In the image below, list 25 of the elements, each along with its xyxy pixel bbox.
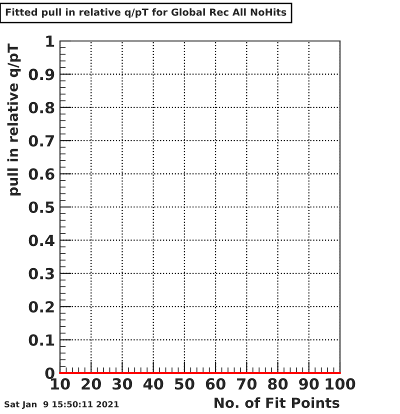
y-tick-label: 1 bbox=[46, 36, 54, 47]
x-tick-label: 100 bbox=[326, 378, 356, 390]
x-axis-title: No. of Fit Points bbox=[214, 397, 340, 408]
text: Sat Jan 9 15:50:11 2021 bbox=[4, 401, 119, 409]
x-tick-label: 50 bbox=[174, 378, 194, 390]
x-tick-label: 10 bbox=[51, 378, 70, 390]
y-axis-title: pull in relative q/pT bbox=[7, 43, 21, 196]
x-tick-label: 30 bbox=[112, 378, 132, 390]
y-tick-label: 0.3 bbox=[28, 268, 54, 280]
y-tick-label: 0 bbox=[45, 367, 54, 380]
y-tick-label: 0.9 bbox=[28, 68, 54, 80]
x-tick-label: 70 bbox=[237, 378, 257, 390]
y-tick-label: 0.4 bbox=[28, 234, 54, 246]
chart-title: Fitted pull in relative q/pT for Global Rec All NoHits bbox=[6, 8, 286, 18]
y-tick-label: 0.1 bbox=[28, 334, 54, 346]
y-tick-label: 0.6 bbox=[28, 168, 54, 180]
x-tick-label: 90 bbox=[299, 378, 319, 390]
y-tick-label: 0.8 bbox=[28, 102, 54, 114]
x-tick-label: 20 bbox=[82, 378, 102, 390]
x-tick-label: 40 bbox=[143, 378, 164, 390]
y-tick-label: 0.5 bbox=[28, 201, 54, 214]
x-tick-label: 60 bbox=[206, 378, 226, 390]
y-tick-label: 0.2 bbox=[28, 301, 54, 313]
y-tick-label: 0.7 bbox=[28, 135, 54, 147]
x-tick-label: 80 bbox=[268, 378, 288, 390]
